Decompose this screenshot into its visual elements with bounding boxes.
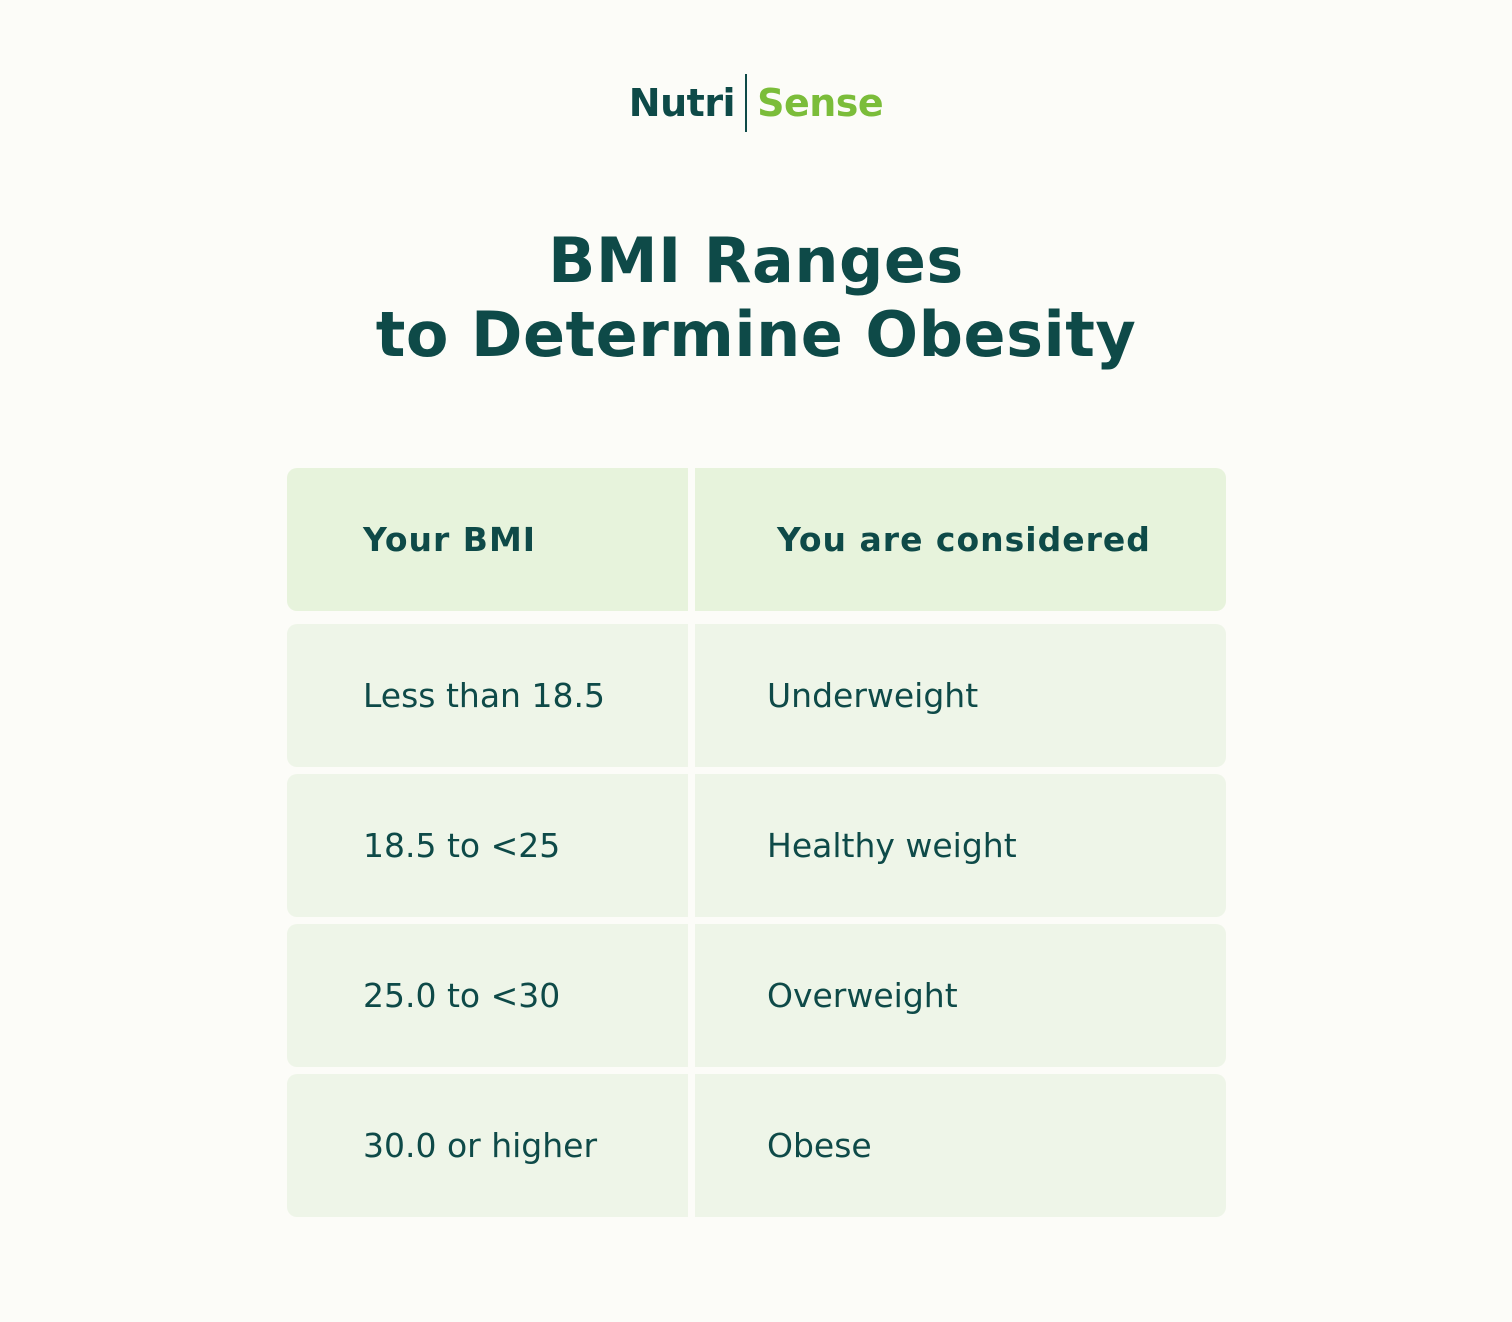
page-title-line-2: to Determine Obesity (375, 298, 1137, 371)
table-header-row: Your BMI You are considered (287, 468, 1226, 611)
category-cell: Underweight (695, 624, 1226, 767)
bmi-range-cell: Less than 18.5 (287, 624, 688, 767)
bmi-range-cell: 25.0 to <30 (287, 924, 688, 1067)
header-you-are-considered: You are considered (695, 468, 1226, 611)
page-title-line-1: BMI Ranges (548, 224, 964, 297)
category-cell: Overweight (695, 924, 1226, 1067)
logo-nutri-text: Nutri (628, 81, 736, 125)
table-row: 30.0 or higher Obese (287, 1074, 1226, 1217)
brand-logo: Nutri Sense (0, 74, 1512, 132)
page-title: BMI Ranges to Determine Obesity (0, 224, 1512, 372)
bmi-range-cell: 18.5 to <25 (287, 774, 688, 917)
table-row: 25.0 to <30 Overweight (287, 924, 1226, 1067)
logo-divider (745, 74, 748, 132)
category-cell: Healthy weight (695, 774, 1226, 917)
logo-sense-text: Sense (757, 81, 884, 125)
bmi-range-cell: 30.0 or higher (287, 1074, 688, 1217)
category-cell: Obese (695, 1074, 1226, 1217)
table-row: 18.5 to <25 Healthy weight (287, 774, 1226, 917)
header-your-bmi: Your BMI (287, 468, 688, 611)
table-row: Less than 18.5 Underweight (287, 624, 1226, 767)
bmi-table: Your BMI You are considered Less than 18… (287, 468, 1226, 1224)
